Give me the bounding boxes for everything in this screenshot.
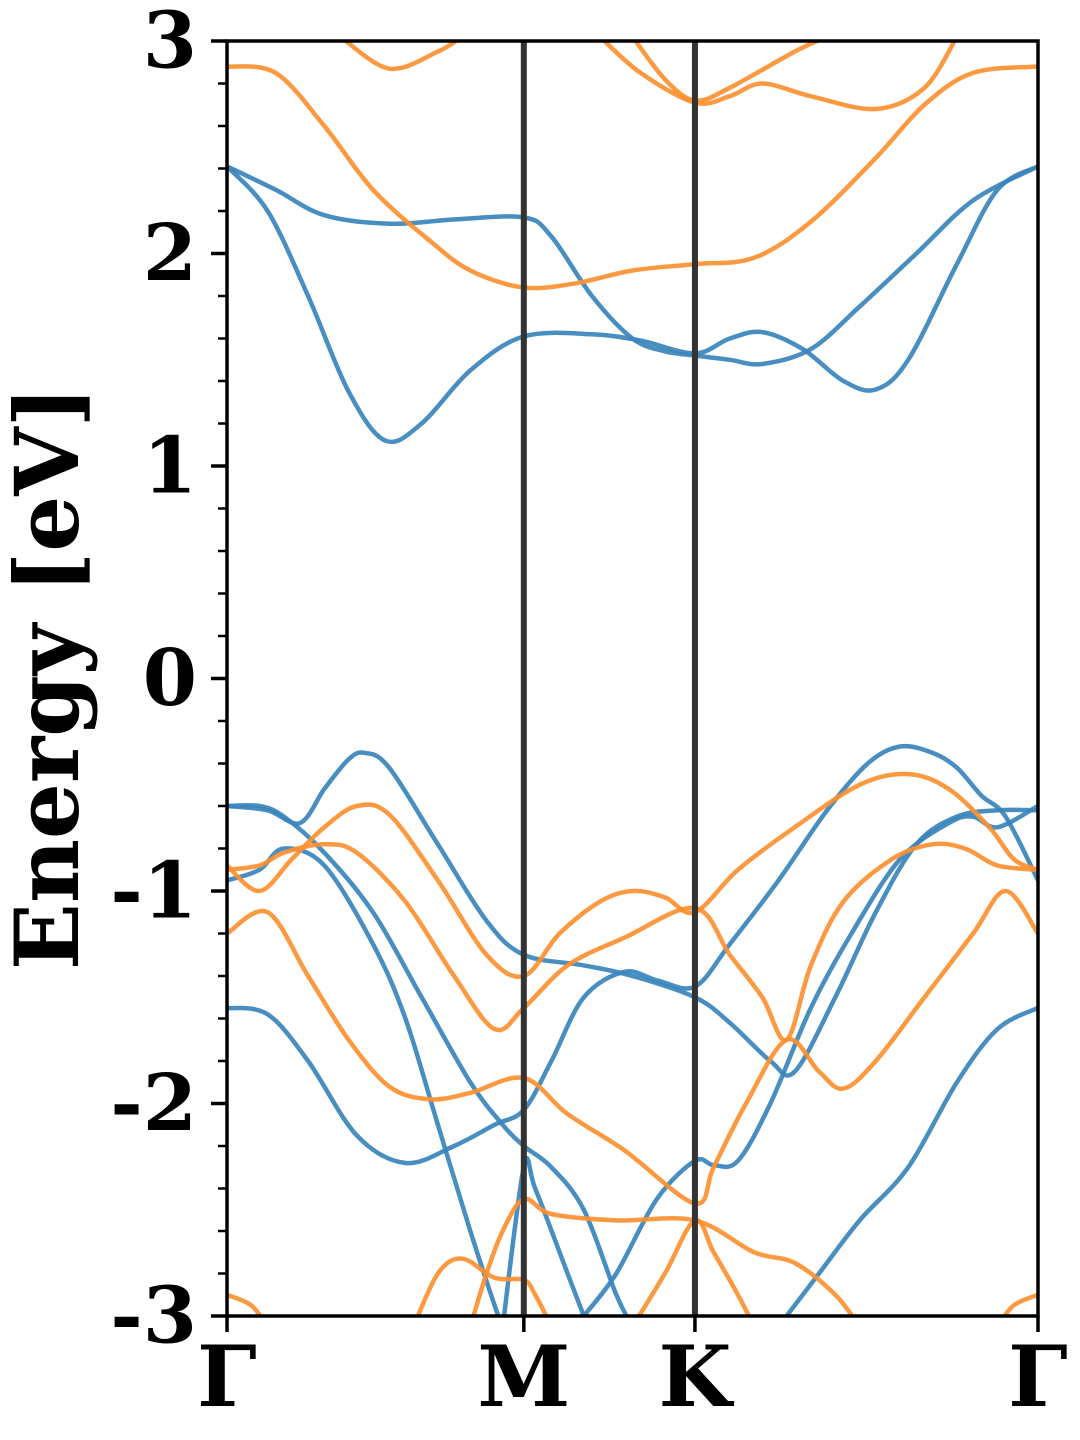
band-line-blue-1 [227,164,1038,445]
band-line-blue-6 [227,750,1038,1078]
ytick-label-2: 1 [143,421,197,512]
band-line-orange-13 [227,841,1038,1043]
band-line-blue-10 [227,743,1038,1166]
band-line-orange-19 [227,1292,264,1316]
y-axis-ticks: 3 2 1 0 -1 -2 -3 [110,0,227,1362]
y-axis-label: Energy [eV] [0,386,99,970]
ytick-label-6: -3 [110,1271,197,1362]
band-line-orange-16 [471,1196,855,1316]
xtick-label-1: M [477,1327,570,1426]
band-line-blue-8 [227,846,501,1316]
band-line-orange-4 [601,41,958,112]
band-line-blue-11 [581,803,1038,1316]
xtick-label-2: K [658,1327,734,1426]
ytick-label-4: -1 [110,846,197,937]
band-line-orange-5 [632,41,823,103]
high-symmetry-lines [520,41,698,1316]
ytick-label-3: 0 [143,633,197,724]
band-lines [227,41,1038,1316]
band-line-orange-20 [1001,1292,1038,1316]
band-line-blue-9 [501,1156,587,1316]
band-line-orange-14 [227,771,1038,979]
band-line-blue-7 [227,802,630,1316]
band-line-orange-17 [415,1256,549,1316]
ytick-label-1: 2 [143,208,197,299]
ytick-label-0: 3 [143,0,197,87]
xtick-label-0: Γ [197,1327,257,1426]
band-line-orange-2 [227,64,1038,291]
ytick-label-5: -2 [110,1058,197,1149]
xtick-label-3: Γ [1008,1327,1068,1426]
band-line-orange-18 [636,1217,752,1316]
band-line-blue-12 [783,1005,1038,1316]
band-line-orange-3 [342,41,460,72]
band-line-blue-0 [227,164,1038,367]
